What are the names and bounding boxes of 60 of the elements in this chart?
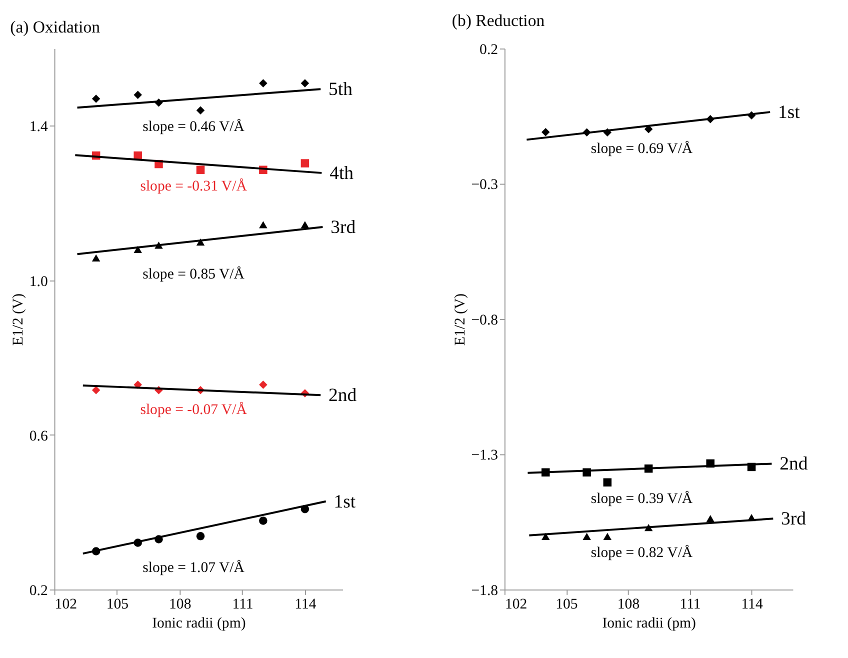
series-label: slope = 0.39 V/Å — [590, 490, 693, 508]
x-tick-label: 111 — [232, 596, 254, 613]
y-tick-label: −1.8 — [471, 582, 498, 599]
y-tick-label: 1.0 — [29, 274, 48, 290]
chart-title: (b) Reduction — [452, 10, 546, 30]
y-axis-title: E1/2 (V) — [10, 293, 26, 346]
series-label: slope = -0.07 V/Å — [140, 400, 248, 418]
point — [196, 106, 205, 114]
point — [196, 166, 205, 174]
point — [603, 532, 612, 540]
x-axis-title: Ionic radii (pm) — [152, 616, 246, 632]
series-label: 5th — [328, 79, 354, 100]
series-label: 2nd — [328, 385, 358, 406]
point — [542, 128, 550, 136]
x-tick-label: 111 — [680, 596, 701, 613]
series-label: slope = 0.85 V/Å — [142, 266, 245, 283]
x-axis-title: Ionic radii (pm) — [602, 616, 696, 632]
x-tick-label: 114 — [741, 596, 764, 613]
chart-title: (a) Oxidation — [10, 18, 101, 37]
x-tick-label: 114 — [294, 596, 317, 613]
x-tick-label: 105 — [106, 596, 129, 613]
y-tick-label: −1.3 — [471, 448, 498, 464]
series-label: slope = 1.07 V/Å — [142, 558, 245, 576]
y-tick-label: 0.2 — [480, 42, 498, 58]
y-tick-label: −0.8 — [471, 312, 498, 328]
point — [706, 515, 714, 522]
y-tick-label: 0.6 — [29, 428, 48, 444]
point — [300, 159, 310, 168]
series-label: 1st — [778, 102, 801, 124]
series-label: 3rd — [781, 508, 807, 530]
y-tick-label: 1.4 — [29, 119, 48, 136]
point — [259, 79, 268, 88]
point — [134, 151, 142, 160]
point — [259, 516, 268, 525]
y-tick-label: 0.2 — [29, 582, 48, 599]
point — [92, 94, 100, 103]
series-label: 4th — [330, 162, 354, 184]
y-axis-title: E1/2 (V) — [452, 293, 468, 346]
point — [259, 221, 268, 228]
series-label: slope = 0.46 V/Å — [142, 118, 245, 136]
series-label: slope = -0.31 V/Å — [140, 178, 248, 195]
y-tick-label: −0.3 — [471, 177, 498, 194]
x-tick-label: 102 — [504, 596, 528, 613]
point — [603, 478, 612, 487]
point — [300, 221, 310, 228]
series-label: slope = 0.69 V/Å — [590, 140, 693, 158]
point — [582, 532, 591, 540]
series-label: 1st — [334, 491, 356, 512]
x-tick-label: 105 — [556, 596, 578, 613]
x-tick-label: 108 — [169, 596, 192, 613]
point — [259, 380, 268, 389]
series-label: 3rd — [330, 216, 356, 238]
point — [300, 79, 310, 88]
point — [92, 254, 100, 262]
point — [134, 90, 142, 100]
series-label: 2nd — [780, 454, 808, 475]
x-tick-label: 102 — [54, 596, 77, 613]
series-label: slope = 0.82 V/Å — [590, 544, 693, 562]
point — [196, 532, 205, 540]
x-tick-label: 108 — [617, 596, 640, 613]
